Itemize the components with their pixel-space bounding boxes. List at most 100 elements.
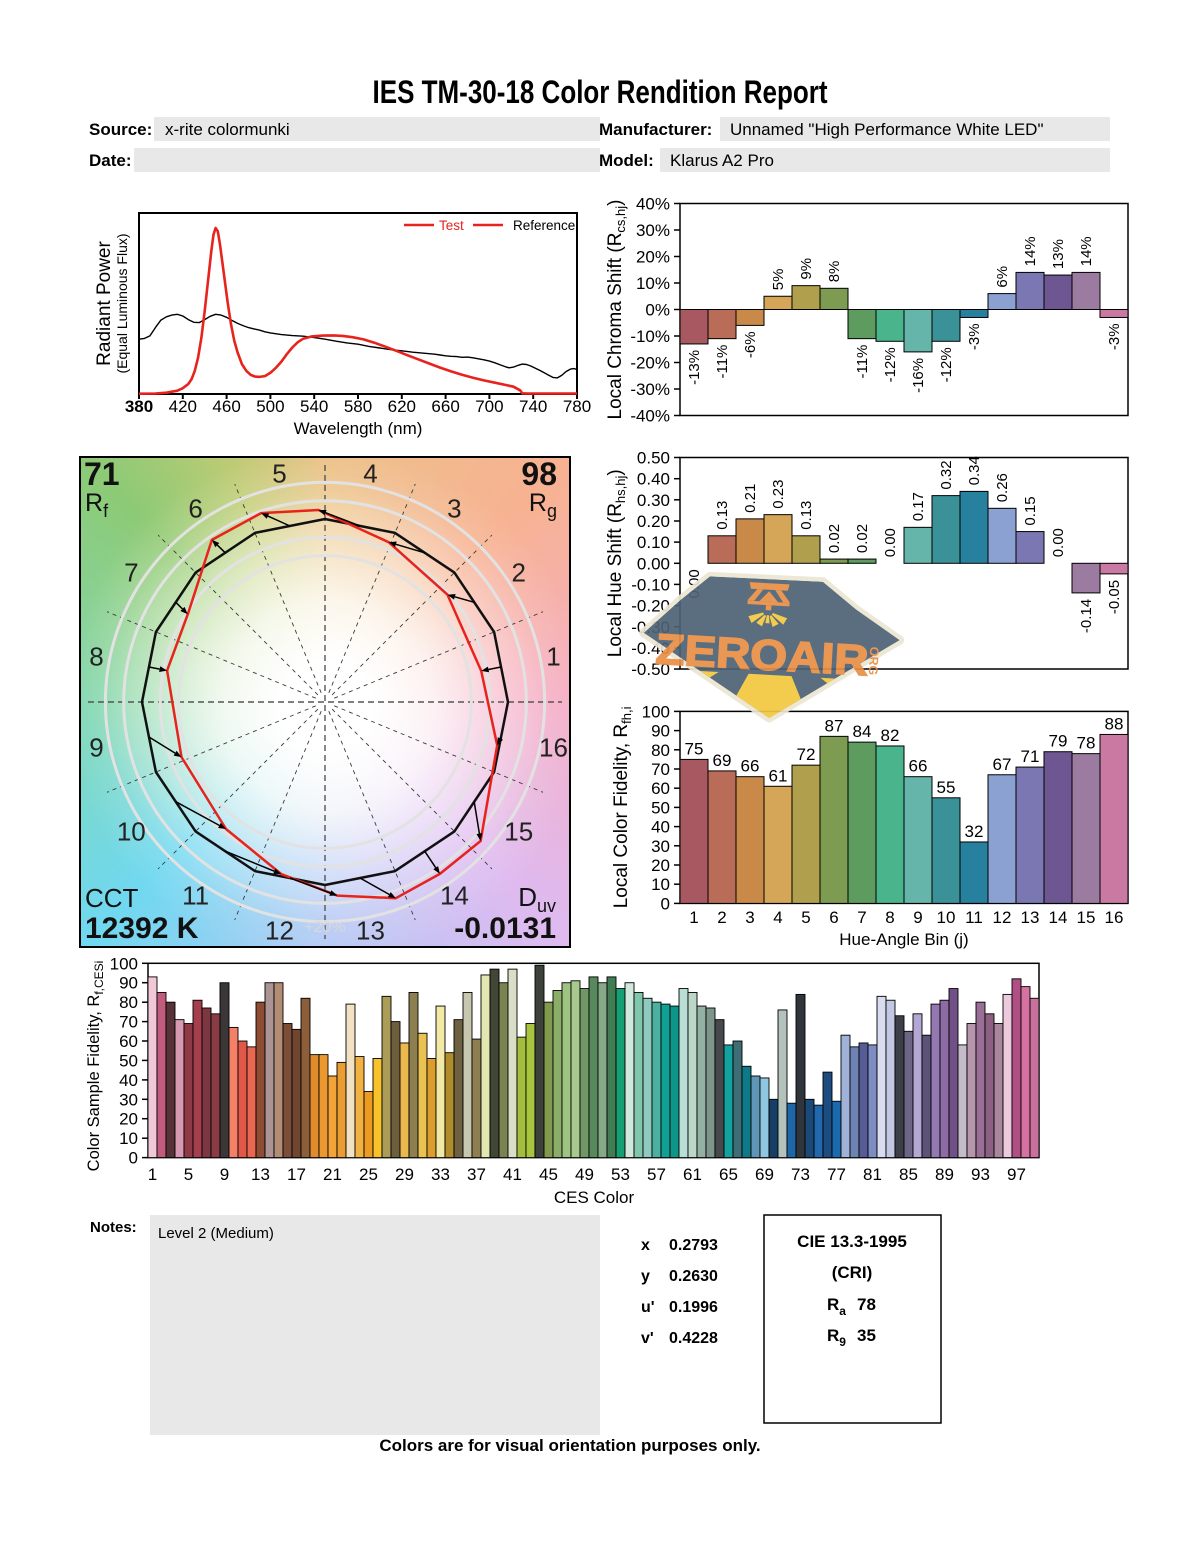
- svg-text:67: 67: [993, 755, 1012, 774]
- svg-text:90: 90: [651, 722, 670, 741]
- svg-text:3: 3: [447, 493, 461, 523]
- svg-text:Hue-Angle Bin (j): Hue-Angle Bin (j): [839, 930, 968, 949]
- svg-text:0.00: 0.00: [1050, 528, 1067, 557]
- svg-text:5%: 5%: [770, 269, 787, 291]
- svg-text:65: 65: [719, 1165, 738, 1184]
- svg-text:Local Color Fidelity, Rfh,i: Local Color Fidelity, Rfh,i: [611, 706, 634, 908]
- svg-text:Klarus A2 Pro: Klarus A2 Pro: [670, 151, 774, 170]
- svg-text:81: 81: [863, 1165, 882, 1184]
- svg-text:93: 93: [971, 1165, 990, 1184]
- svg-text:u': u': [641, 1299, 655, 1316]
- svg-text:17: 17: [287, 1165, 306, 1184]
- svg-text:60: 60: [651, 779, 670, 798]
- svg-text:77: 77: [827, 1165, 846, 1184]
- svg-text:2: 2: [717, 908, 726, 927]
- svg-text:10%: 10%: [636, 274, 670, 293]
- svg-text:9: 9: [220, 1165, 229, 1184]
- svg-text:82: 82: [881, 726, 900, 745]
- svg-text:Date:: Date:: [89, 151, 132, 170]
- svg-text:71: 71: [84, 456, 120, 492]
- svg-text:Source:: Source:: [89, 120, 152, 139]
- svg-text:Notes:: Notes:: [90, 1219, 137, 1236]
- svg-text:75: 75: [685, 739, 704, 758]
- svg-text:15: 15: [1077, 908, 1096, 927]
- svg-text:30%: 30%: [636, 221, 670, 240]
- svg-text:20: 20: [651, 856, 670, 875]
- svg-text:100: 100: [110, 954, 138, 973]
- svg-text:-16%: -16%: [910, 358, 927, 393]
- svg-text:CIE 13.3-1995: CIE 13.3-1995: [797, 1232, 907, 1251]
- svg-text:5: 5: [801, 908, 810, 927]
- svg-text:-10%: -10%: [630, 327, 670, 346]
- svg-text:Duv: Duv: [518, 882, 556, 916]
- svg-text:x-rite colormunki: x-rite colormunki: [165, 120, 290, 139]
- svg-text:Rg: Rg: [529, 489, 557, 521]
- svg-text:100: 100: [642, 702, 670, 721]
- svg-text:0: 0: [661, 894, 670, 913]
- svg-text:Color Sample Fidelity, Rf,CESi: Color Sample Fidelity, Rf,CESi: [85, 961, 106, 1172]
- svg-text:-0.05: -0.05: [1106, 580, 1123, 614]
- svg-text:13: 13: [356, 916, 385, 946]
- svg-text:0.26: 0.26: [994, 473, 1011, 502]
- svg-text:-30%: -30%: [630, 380, 670, 399]
- svg-text:0.30: 0.30: [637, 491, 670, 510]
- svg-text:88: 88: [1105, 714, 1124, 733]
- svg-text:8: 8: [885, 908, 894, 927]
- svg-text:500: 500: [256, 397, 284, 416]
- svg-text:98: 98: [521, 456, 557, 492]
- svg-text:x: x: [641, 1237, 650, 1254]
- svg-text:540: 540: [300, 397, 328, 416]
- svg-text:79: 79: [1049, 732, 1068, 751]
- svg-text:12: 12: [265, 916, 294, 946]
- svg-text:0.17: 0.17: [910, 492, 927, 521]
- svg-text:Manufacturer:: Manufacturer:: [599, 120, 712, 139]
- svg-text:20%: 20%: [636, 248, 670, 267]
- svg-text:Wavelength (nm): Wavelength (nm): [294, 419, 423, 438]
- svg-text:740: 740: [519, 397, 547, 416]
- svg-text:R9: R9: [827, 1326, 846, 1349]
- svg-text:CCT: CCT: [85, 883, 139, 913]
- svg-text:0.1996: 0.1996: [669, 1299, 718, 1316]
- svg-text:0.2793: 0.2793: [669, 1237, 718, 1254]
- svg-text:14%: 14%: [1022, 236, 1039, 266]
- svg-text:380: 380: [125, 397, 153, 416]
- svg-text:57: 57: [647, 1165, 666, 1184]
- svg-text:-0.20: -0.20: [631, 597, 670, 616]
- svg-text:8%: 8%: [826, 261, 843, 283]
- svg-text:50: 50: [119, 1051, 138, 1070]
- svg-text:85: 85: [899, 1165, 918, 1184]
- svg-text:61: 61: [769, 766, 788, 785]
- svg-text:30: 30: [651, 837, 670, 856]
- svg-text:30: 30: [119, 1090, 138, 1109]
- svg-text:Colors are for visual orientat: Colors are for visual orientation purpos…: [379, 1436, 760, 1455]
- svg-text:Rf: Rf: [85, 489, 109, 521]
- svg-text:13: 13: [251, 1165, 270, 1184]
- svg-text:6: 6: [829, 908, 838, 927]
- svg-text:8: 8: [89, 642, 103, 672]
- svg-text:71: 71: [1021, 747, 1040, 766]
- svg-text:3: 3: [745, 908, 754, 927]
- svg-text:Ra: Ra: [827, 1295, 846, 1318]
- svg-text:0.23: 0.23: [770, 479, 787, 508]
- svg-text:70: 70: [651, 760, 670, 779]
- svg-text:580: 580: [344, 397, 372, 416]
- svg-text:9: 9: [89, 733, 103, 763]
- svg-text:41: 41: [503, 1165, 522, 1184]
- svg-text:78: 78: [1077, 734, 1096, 753]
- svg-text:-40%: -40%: [630, 407, 670, 426]
- svg-text:10: 10: [117, 816, 146, 846]
- svg-text:13: 13: [1021, 908, 1040, 927]
- svg-text:0.13: 0.13: [714, 501, 731, 530]
- svg-text:7: 7: [124, 558, 138, 588]
- svg-text:0.13: 0.13: [798, 501, 815, 530]
- svg-text:25: 25: [359, 1165, 378, 1184]
- svg-text:32: 32: [965, 822, 984, 841]
- svg-text:-20%: -20%: [630, 354, 670, 373]
- svg-text:10: 10: [119, 1129, 138, 1148]
- svg-text:12: 12: [993, 908, 1012, 927]
- svg-text:20: 20: [119, 1110, 138, 1129]
- svg-text:72: 72: [797, 745, 816, 764]
- svg-text:-13%: -13%: [686, 350, 703, 385]
- svg-text:5: 5: [184, 1165, 193, 1184]
- svg-text:69: 69: [713, 751, 732, 770]
